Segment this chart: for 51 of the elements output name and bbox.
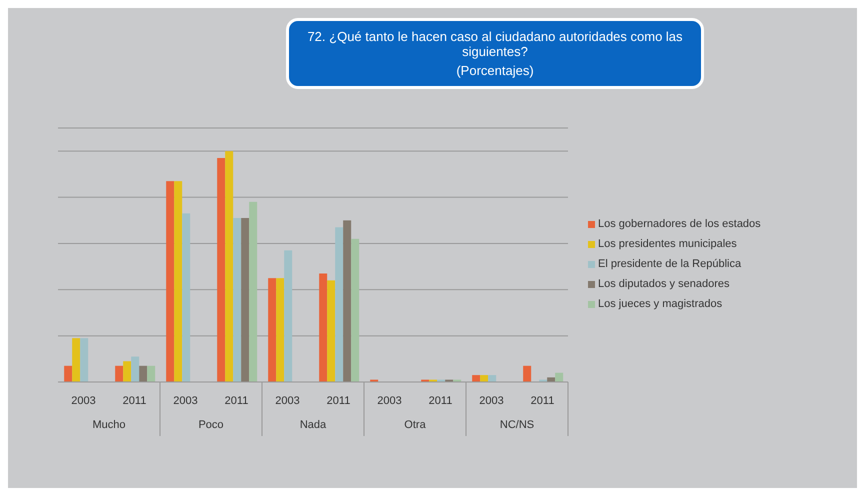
bar [343, 220, 352, 382]
text: NC/NS [500, 419, 534, 431]
x-tick-label: 2003 [173, 395, 198, 407]
x-tick-label: 2011 [224, 395, 248, 407]
bar [174, 181, 182, 382]
x-tick-label: 2003 [479, 395, 504, 407]
bar [480, 375, 488, 382]
bar [225, 151, 234, 382]
bar [72, 338, 80, 382]
chart-subtitle: (Porcentajes) [455, 63, 535, 78]
bar [335, 227, 344, 382]
x-tick-label: 2011 [122, 395, 146, 407]
bar [249, 202, 258, 382]
bar [182, 213, 190, 382]
text: Mucho [92, 419, 126, 431]
bar [523, 366, 532, 382]
legend-label: Los gobernadores de los estados [598, 218, 761, 230]
bar [166, 181, 174, 382]
x-tick-label: 2003 [377, 395, 402, 407]
bar [115, 366, 124, 382]
chart-title: 72. ¿Qué tanto le hacen caso al ciudadano autoridades como las siguientes? [306, 29, 684, 59]
bar [131, 356, 140, 382]
x-tick-label: 2003 [275, 395, 300, 407]
bar [351, 238, 360, 382]
bar [555, 372, 564, 382]
bar [319, 273, 328, 382]
text: Otra [404, 419, 427, 431]
x-tick-label: 2011 [530, 395, 554, 407]
bar [284, 250, 292, 382]
bar [64, 366, 72, 382]
x-tick-label: 2011 [326, 395, 350, 407]
bar [276, 278, 284, 382]
bar [327, 280, 336, 382]
bar [488, 375, 496, 382]
legend-label: Los jueces y magistrados [598, 298, 722, 310]
bar [217, 158, 226, 382]
bar [241, 218, 250, 382]
bar [80, 338, 88, 382]
legend-label: Los presidentes municipales [598, 238, 737, 250]
bar [472, 375, 480, 382]
bar [123, 361, 132, 382]
x-tick-label: 2003 [71, 395, 96, 407]
legend-label: El presidente de la República [598, 258, 742, 270]
x-tick-label: 2011 [428, 395, 452, 407]
bar [139, 366, 148, 382]
text: Nada [300, 419, 328, 431]
text: Poco [198, 419, 224, 431]
bar [147, 366, 156, 382]
legend-label: Los diputados y senadores [598, 278, 730, 290]
bar [233, 218, 242, 382]
bar [268, 278, 276, 382]
